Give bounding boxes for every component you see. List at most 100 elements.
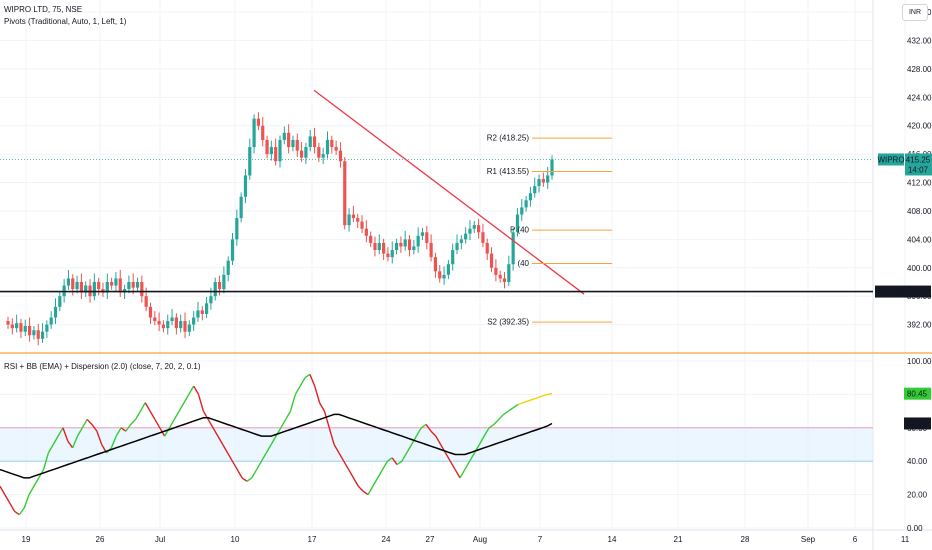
candle-body [360,221,364,229]
candle [317,142,321,162]
candle [135,277,140,292]
rsi-segment [478,435,485,445]
candle [515,208,520,237]
rsi-segment [362,490,369,496]
candle-body [66,278,71,286]
candle-body [481,232,485,243]
rsi-segment [188,385,195,395]
candle-body [377,242,381,251]
candle-body [170,317,174,322]
candle-body [338,150,343,162]
candle-body [373,242,377,251]
candle [382,238,386,260]
rsi-segment [62,427,69,442]
rsi-segment [464,460,471,470]
candle-body [325,139,330,155]
candle [114,272,118,292]
candle-body [105,281,109,293]
time-tick-label: 7 [538,535,543,544]
candle-body [308,136,312,148]
time-tick-label: 19 [22,535,31,544]
candle [49,311,53,329]
rsi-segment [503,410,509,416]
candle-body [511,232,515,265]
candle-body [274,147,278,162]
candle [36,323,40,346]
candle-body [295,139,299,151]
rsi-segment [532,397,538,401]
candle [347,208,351,232]
candle-body [144,296,148,307]
candle-body [394,242,399,251]
candle [464,227,468,244]
rsi-segment [236,469,243,479]
rsi-segment [4,494,11,504]
candle-body [243,175,248,197]
candle [451,243,455,271]
candle-body [451,250,455,265]
candle-body [53,306,58,318]
candle-body [135,281,140,288]
candle-body [174,317,178,329]
pivot-label: (40 [517,259,529,268]
time-tick-label: Jul [155,535,165,544]
candle [174,313,178,335]
trendline [313,89,585,295]
candle-body [550,159,554,176]
candle-body [420,232,425,236]
candle-body [6,321,10,325]
rsi-segment [401,452,408,462]
currency-button[interactable]: INR [902,4,928,21]
candle-body [403,239,407,247]
candle [489,247,494,273]
rsi-segment [168,419,175,429]
candle [546,166,550,189]
candle-body [84,285,88,293]
candle-body [45,324,49,332]
candle-body [291,139,295,148]
candle-body [261,125,265,140]
rsi-segment [178,402,185,412]
candle-body [433,257,438,272]
rsi-segment [144,402,151,412]
candle [541,172,545,187]
symbol-badge-bg [878,153,904,166]
rsi-segment [270,435,277,445]
candle-body [472,225,476,229]
candle [278,135,282,168]
rsi-segment [537,395,543,399]
rsi-segment [173,410,180,420]
rsi-segment [265,444,272,454]
rsi-segment [76,427,83,437]
currency-label: INR [908,9,922,16]
candle [507,255,511,287]
candle-body [347,214,351,226]
candle [127,275,131,294]
candle [438,264,442,283]
candle [477,218,481,239]
candle [287,124,291,154]
candle-body [58,296,62,307]
time-tick-label: 21 [674,535,683,544]
candle-body [230,239,235,261]
candle [101,282,105,297]
candle [412,240,416,255]
candle [66,269,71,290]
candle [485,238,489,260]
candle [524,196,528,212]
candle-body [464,233,468,240]
candle [321,147,325,165]
candle-body [541,179,545,183]
rsi-segment [47,444,54,454]
candle [390,241,394,264]
hline-price-badge: 396.65 [875,285,931,298]
candle [170,308,174,326]
rsi-band-fill [0,427,873,462]
pivot-label: R2 (418.25) [487,134,530,143]
rsi-segment [52,435,59,445]
candle [533,177,537,198]
candle-body [110,281,114,286]
